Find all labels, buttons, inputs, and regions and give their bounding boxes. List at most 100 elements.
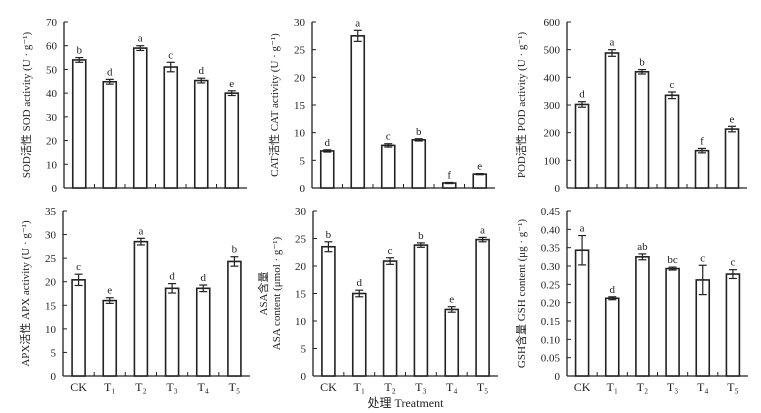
y-tick-label: 20: [46, 136, 58, 148]
bar: [635, 256, 650, 377]
bar: [574, 249, 590, 377]
significance-letter: f: [700, 135, 704, 147]
bar: [319, 150, 335, 189]
y-tick-label: 30: [45, 230, 57, 242]
y-tick-label: 25: [295, 234, 307, 246]
bar: [321, 245, 336, 377]
significance-letter: d: [357, 277, 363, 289]
significance-letter: b: [418, 230, 424, 242]
bar: [444, 308, 460, 377]
significance-letter: a: [580, 223, 585, 235]
y-tick-label: 70: [46, 17, 58, 29]
y-tick-label: 10: [45, 324, 57, 336]
y-tick-label: 15: [294, 100, 306, 112]
category-label: T₅: [229, 380, 241, 394]
bar: [574, 103, 590, 189]
y-tick-label: 30: [46, 112, 58, 124]
significance-letter: c: [730, 257, 735, 269]
significance-letter: a: [138, 225, 143, 237]
bar: [724, 128, 740, 189]
panel-asa: 0 5 10 15 20 25 30 b CK d T₁ c T₂ b T₃ e T₄ a T₅ ASA含量 ASA c…: [256, 206, 498, 410]
bar: [475, 238, 490, 377]
category-label: T₄: [446, 380, 458, 394]
y-tick-label: 0.05: [541, 353, 561, 365]
bar: [195, 287, 211, 377]
bar: [604, 297, 620, 377]
significance-letter: a: [355, 17, 360, 29]
y-axis-label-cn: ASA含量: [256, 271, 270, 315]
y-tick-label: 30: [294, 17, 306, 29]
category-label: T₂: [384, 380, 396, 394]
category-label: T₅: [727, 380, 739, 394]
y-axis-label: SOD活性 SOD activity (U · g⁻¹): [19, 32, 33, 179]
y-axis-label: ASA content (μmol · g⁻¹): [271, 236, 283, 350]
bar: [413, 244, 429, 377]
significance-letter: c: [386, 131, 391, 143]
significance-letter: a: [610, 37, 615, 49]
bar: [227, 260, 242, 377]
bar: [132, 47, 148, 189]
y-tick-label: 0.15: [541, 316, 561, 328]
bar: [411, 139, 427, 189]
y-tick-label: 5: [300, 155, 306, 167]
significance-letter: f: [447, 169, 451, 181]
panel-gsh: 0 0.05 0.10 0.15 0.20 0.25 0.30 0.35 0.40 0.45 a CK…: [514, 206, 748, 394]
y-tick-label: 300: [544, 100, 561, 112]
significance-letter: ab: [637, 241, 648, 253]
category-label: T₄: [697, 380, 709, 394]
significance-letter: d: [579, 89, 585, 101]
bar: [71, 59, 87, 189]
y-tick-label: 0.20: [541, 298, 561, 310]
significance-letter: b: [77, 45, 83, 57]
bar: [380, 144, 396, 189]
significance-letter: e: [107, 285, 112, 297]
y-tick-label: 0: [301, 371, 307, 383]
y-tick-label: 600: [544, 17, 561, 29]
bar: [102, 299, 118, 377]
y-axis-label: POD活性 POD activity (U · g⁻¹): [514, 32, 528, 179]
bar: [164, 287, 180, 377]
bar: [193, 79, 209, 189]
y-axis-label: CAT活性 CAT activity (U · g⁻¹): [267, 33, 281, 177]
significance-letter: bc: [667, 254, 678, 266]
category-label: T₃: [166, 380, 178, 394]
y-tick-label: 10: [46, 159, 58, 171]
category-label: T₂: [637, 380, 649, 394]
y-tick-label: 0.30: [541, 261, 561, 273]
category-label: T₄: [197, 380, 209, 394]
bar: [382, 260, 398, 377]
category-label: CK: [70, 380, 87, 394]
y-tick-label: 60: [46, 41, 58, 53]
bar: [163, 66, 179, 189]
bar: [634, 71, 650, 189]
significance-letter: e: [229, 78, 234, 90]
y-tick-label: 0: [51, 371, 57, 383]
y-tick-label: 0: [52, 183, 58, 195]
significance-letter: d: [199, 65, 205, 77]
category-label: T₅: [477, 380, 489, 394]
y-tick-label: 0: [555, 371, 561, 383]
significance-letter: a: [480, 224, 485, 236]
significance-letter: d: [201, 272, 207, 284]
y-tick-label: 20: [294, 72, 306, 84]
y-tick-label: 5: [301, 344, 307, 356]
y-tick-label: 0.25: [541, 279, 561, 291]
significance-letter: d: [169, 271, 175, 283]
bar: [725, 273, 741, 377]
bar: [224, 92, 240, 189]
y-tick-label: 25: [294, 45, 306, 57]
y-tick-label: 200: [544, 128, 561, 140]
category-label: CK: [320, 380, 337, 394]
significance-letter: b: [232, 244, 238, 256]
bar: [472, 173, 488, 189]
y-tick-label: 30: [295, 206, 307, 218]
panel-cat: 0 5 10 15 20 25 30 d a c b f e CAT活性 CAT activity (U …: [267, 17, 495, 195]
panel-pod: 0 100 200 300 400 500 600 d a b c f e POD活性 POD activ…: [514, 17, 747, 195]
significance-letter: c: [388, 245, 393, 257]
bar: [664, 94, 680, 189]
significance-letter: b: [416, 126, 422, 138]
y-tick-label: 0.10: [541, 334, 561, 346]
significance-letter: a: [138, 33, 143, 45]
y-tick-label: 35: [45, 206, 57, 218]
